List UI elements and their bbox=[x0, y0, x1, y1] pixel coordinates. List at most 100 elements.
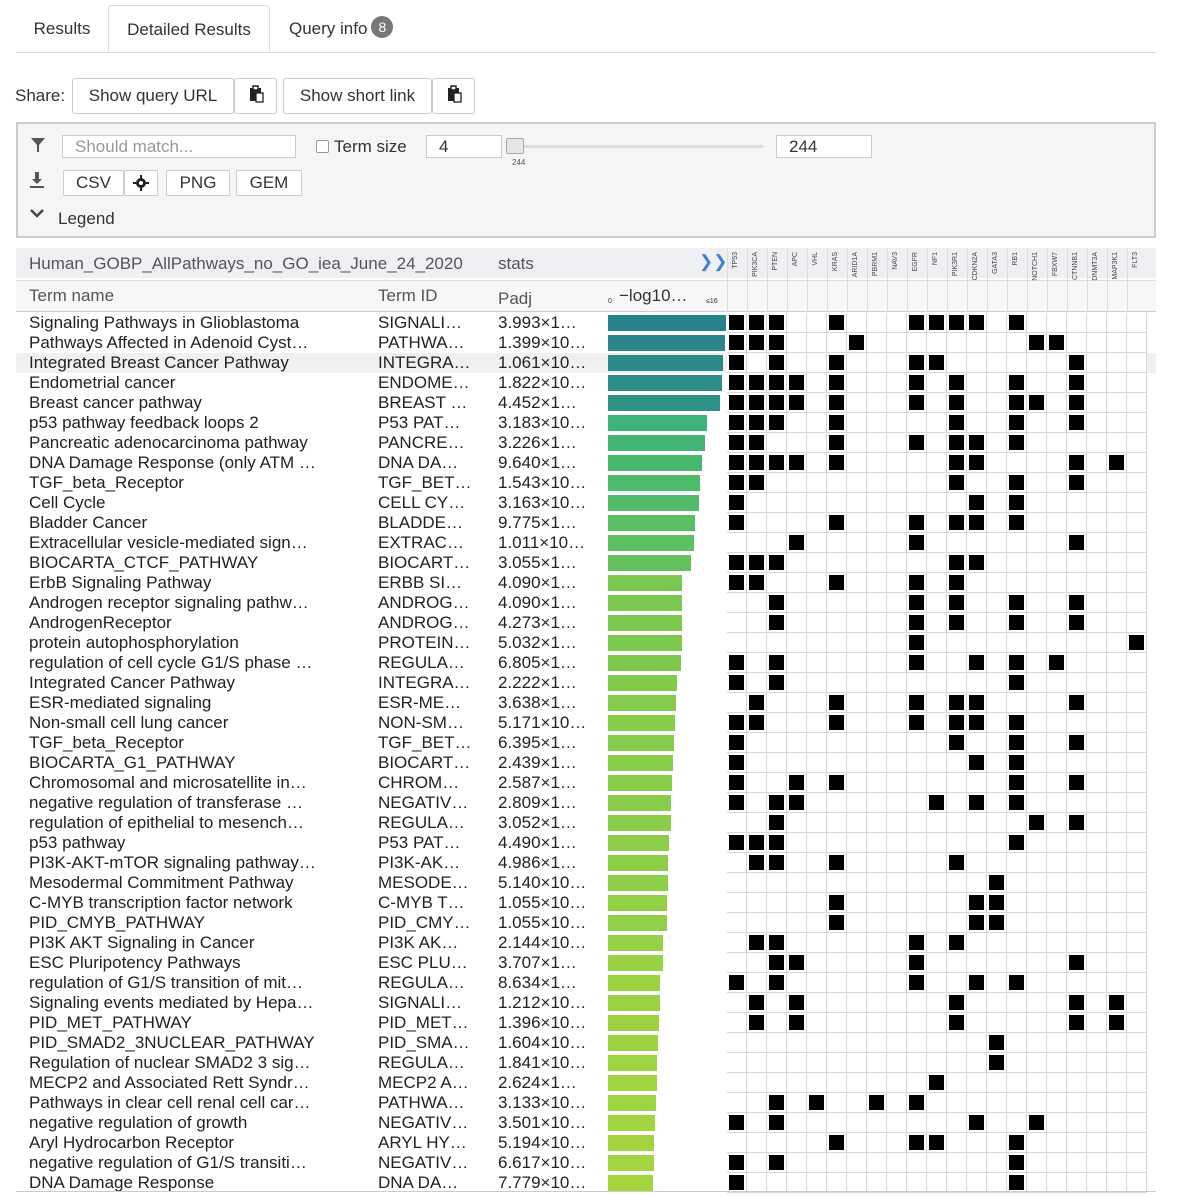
table-row[interactable]: PID_CMYB_PATHWAY PID_CMY… 1.055×10… bbox=[16, 913, 1156, 933]
term-size-max-input[interactable]: 244 bbox=[776, 135, 872, 158]
term-id-cell[interactable]: INTEGRA… bbox=[378, 353, 471, 372]
term-id-cell[interactable]: TGF_BET… bbox=[378, 473, 472, 492]
term-id-cell[interactable]: REGULA… bbox=[378, 973, 465, 992]
table-row[interactable]: p53 pathway P53 PAT… 4.490×1… bbox=[16, 833, 1156, 853]
term-name-cell[interactable]: Pancreatic adenocarcinoma pathway bbox=[29, 433, 308, 452]
term-id-cell[interactable]: ESR-ME… bbox=[378, 693, 462, 712]
term-id-cell[interactable]: P53 PAT… bbox=[378, 413, 461, 432]
term-id-cell[interactable]: TGF_BET… bbox=[378, 733, 472, 752]
term-name-cell[interactable]: Extracellular vesicle-mediated sign… bbox=[29, 533, 308, 552]
term-name-cell[interactable]: protein autophosphorylation bbox=[29, 633, 239, 652]
csv-button[interactable]: CSV bbox=[63, 170, 124, 196]
csv-settings-button[interactable] bbox=[124, 170, 158, 196]
term-id-cell[interactable]: EXTRAC… bbox=[378, 533, 464, 552]
png-button[interactable]: PNG bbox=[166, 170, 230, 196]
gem-button[interactable]: GEM bbox=[236, 170, 302, 196]
term-name-cell[interactable]: regulation of cell cycle G1/S phase … bbox=[29, 653, 313, 672]
term-name-cell[interactable]: Integrated Cancer Pathway bbox=[29, 673, 236, 692]
table-row[interactable]: PID_SMAD2_3NUCLEAR_PATHWAY PID_SMA… 1.604×… bbox=[16, 1033, 1156, 1053]
term-name-cell[interactable]: PID_MET_PATHWAY bbox=[29, 1013, 192, 1032]
term-id-cell[interactable]: PID_MET… bbox=[378, 1013, 469, 1032]
term-name-cell[interactable]: Signaling Pathways in Glioblastoma bbox=[29, 313, 300, 332]
term-name-cell[interactable]: AndrogenReceptor bbox=[29, 613, 172, 632]
tab-results[interactable]: Results bbox=[16, 5, 108, 52]
term-id-cell[interactable]: PROTEIN… bbox=[378, 633, 471, 652]
term-name-cell[interactable]: TGF_beta_Receptor bbox=[29, 733, 184, 752]
table-row[interactable]: ErbB Signaling Pathway ERBB SI… 4.090×1… bbox=[16, 573, 1156, 593]
table-row[interactable]: Cell Cycle CELL CY… 3.163×10… bbox=[16, 493, 1156, 513]
term-id-cell[interactable]: ANDROG… bbox=[378, 613, 470, 632]
term-name-cell[interactable]: MECP2 and Associated Rett Syndr… bbox=[29, 1073, 310, 1092]
term-id-cell[interactable]: BIOCART… bbox=[378, 553, 471, 572]
table-row[interactable]: PID_MET_PATHWAY PID_MET… 1.396×10… bbox=[16, 1013, 1156, 1033]
copy-query-url-button[interactable] bbox=[234, 78, 277, 114]
col-neglog10[interactable]: −log10… bbox=[619, 286, 688, 305]
term-name-cell[interactable]: p53 pathway bbox=[29, 833, 126, 852]
term-size-slider-track[interactable] bbox=[507, 145, 763, 148]
term-name-cell[interactable]: Androgen receptor signaling pathw… bbox=[29, 593, 309, 612]
term-name-cell[interactable]: BIOCARTA_G1_PATHWAY bbox=[29, 753, 236, 772]
term-name-cell[interactable]: Pathways in clear cell renal cell car… bbox=[29, 1093, 311, 1112]
term-id-cell[interactable]: ENDOME… bbox=[378, 373, 470, 392]
term-name-cell[interactable]: PID_SMAD2_3NUCLEAR_PATHWAY bbox=[29, 1033, 315, 1052]
term-name-cell[interactable]: regulation of epithelial to mesench… bbox=[29, 813, 304, 832]
table-row[interactable]: Pathways in clear cell renal cell car… PA… bbox=[16, 1093, 1156, 1113]
legend-toggle[interactable]: Legend bbox=[58, 209, 115, 228]
table-row[interactable]: TGF_beta_Receptor TGF_BET… 1.543×10… bbox=[16, 473, 1156, 493]
term-size-checkbox[interactable] bbox=[316, 140, 329, 153]
table-row[interactable]: Chromosomal and microsatellite in… CHROM…… bbox=[16, 773, 1156, 793]
term-name-cell[interactable]: Mesodermal Commitment Pathway bbox=[29, 873, 294, 892]
table-row[interactable]: Aryl Hydrocarbon Receptor ARYL HY… 5.194×1… bbox=[16, 1133, 1156, 1153]
table-row[interactable]: BIOCARTA_G1_PATHWAY BIOCART… 2.439×1… bbox=[16, 753, 1156, 773]
table-row[interactable]: TGF_beta_Receptor TGF_BET… 6.395×1… bbox=[16, 733, 1156, 753]
chevron-down-icon[interactable] bbox=[29, 207, 45, 221]
term-id-cell[interactable]: ARYL HY… bbox=[378, 1133, 467, 1152]
table-row[interactable]: regulation of G1/S transition of mit… REG… bbox=[16, 973, 1156, 993]
table-row[interactable]: Integrated Breast Cancer Pathway INTEGRA…… bbox=[16, 353, 1156, 373]
term-id-cell[interactable]: P53 PAT… bbox=[378, 833, 461, 852]
term-id-cell[interactable]: BLADDE… bbox=[378, 513, 464, 532]
table-row[interactable]: ESC Pluripotency Pathways ESC PLU… 3.707×1… bbox=[16, 953, 1156, 973]
term-name-cell[interactable]: ESC Pluripotency Pathways bbox=[29, 953, 241, 972]
show-short-link-button[interactable]: Show short link bbox=[283, 78, 432, 114]
term-id-cell[interactable]: REGULA… bbox=[378, 813, 465, 832]
term-name-cell[interactable]: negative regulation of G1/S transiti… bbox=[29, 1153, 307, 1172]
term-id-cell[interactable]: C-MYB T… bbox=[378, 893, 465, 912]
term-size-slider-handle[interactable] bbox=[506, 138, 524, 154]
table-row[interactable]: MECP2 and Associated Rett Syndr… MECP2 A…… bbox=[16, 1073, 1156, 1093]
term-id-cell[interactable]: INTEGRA… bbox=[378, 673, 471, 692]
term-id-cell[interactable]: PID_CMY… bbox=[378, 913, 471, 932]
term-id-cell[interactable]: PANCRE… bbox=[378, 433, 465, 452]
term-name-cell[interactable]: PID_CMYB_PATHWAY bbox=[29, 913, 206, 932]
term-id-cell[interactable]: CELL CY… bbox=[378, 493, 466, 512]
term-id-cell[interactable]: MECP2 A… bbox=[378, 1073, 469, 1092]
term-name-cell[interactable]: PI3K-AKT-mTOR signaling pathway… bbox=[29, 853, 316, 872]
tab-query-info[interactable]: Query info 8 bbox=[289, 5, 394, 52]
term-name-cell[interactable]: Aryl Hydrocarbon Receptor bbox=[29, 1133, 235, 1152]
term-name-cell[interactable]: Endometrial cancer bbox=[29, 373, 176, 392]
table-row[interactable]: negative regulation of growth NEGATIV… 3.5… bbox=[16, 1113, 1156, 1133]
table-row[interactable]: negative regulation of G1/S transiti… NEG… bbox=[16, 1153, 1156, 1173]
table-row[interactable]: Androgen receptor signaling pathw… ANDROG… bbox=[16, 593, 1156, 613]
term-name-cell[interactable]: ESR-mediated signaling bbox=[29, 693, 212, 712]
term-name-cell[interactable]: TGF_beta_Receptor bbox=[29, 473, 184, 492]
term-name-cell[interactable]: Chromosomal and microsatellite in… bbox=[29, 773, 307, 792]
term-id-cell[interactable]: PID_SMA… bbox=[378, 1033, 470, 1052]
table-row[interactable]: Extracellular vesicle-mediated sign… EXTR… bbox=[16, 533, 1156, 553]
term-id-cell[interactable]: REGULA… bbox=[378, 1053, 465, 1072]
term-id-cell[interactable]: NEGATIV… bbox=[378, 1153, 469, 1172]
term-name-cell[interactable]: negative regulation of transferase … bbox=[29, 793, 304, 812]
table-row[interactable]: negative regulation of transferase … NEGA… bbox=[16, 793, 1156, 813]
term-name-cell[interactable]: negative regulation of growth bbox=[29, 1113, 248, 1132]
term-name-cell[interactable]: Integrated Breast Cancer Pathway bbox=[29, 353, 289, 372]
term-id-cell[interactable]: SIGNALI… bbox=[378, 993, 463, 1012]
term-id-cell[interactable]: PI3K AK… bbox=[378, 933, 459, 952]
term-id-cell[interactable]: PATHWA… bbox=[378, 333, 465, 352]
term-id-cell[interactable]: CHROM… bbox=[378, 773, 460, 792]
term-size-min-input[interactable]: 4 bbox=[426, 135, 502, 158]
term-name-cell[interactable]: Regulation of nuclear SMAD2 3 sig… bbox=[29, 1053, 311, 1072]
table-row[interactable]: Endometrial cancer ENDOME… 1.822×10… bbox=[16, 373, 1156, 393]
term-name-cell[interactable]: Signaling events mediated by Hepa… bbox=[29, 993, 314, 1012]
term-id-cell[interactable]: DNA DA… bbox=[378, 453, 459, 472]
term-id-cell[interactable]: ERBB SI… bbox=[378, 573, 463, 592]
